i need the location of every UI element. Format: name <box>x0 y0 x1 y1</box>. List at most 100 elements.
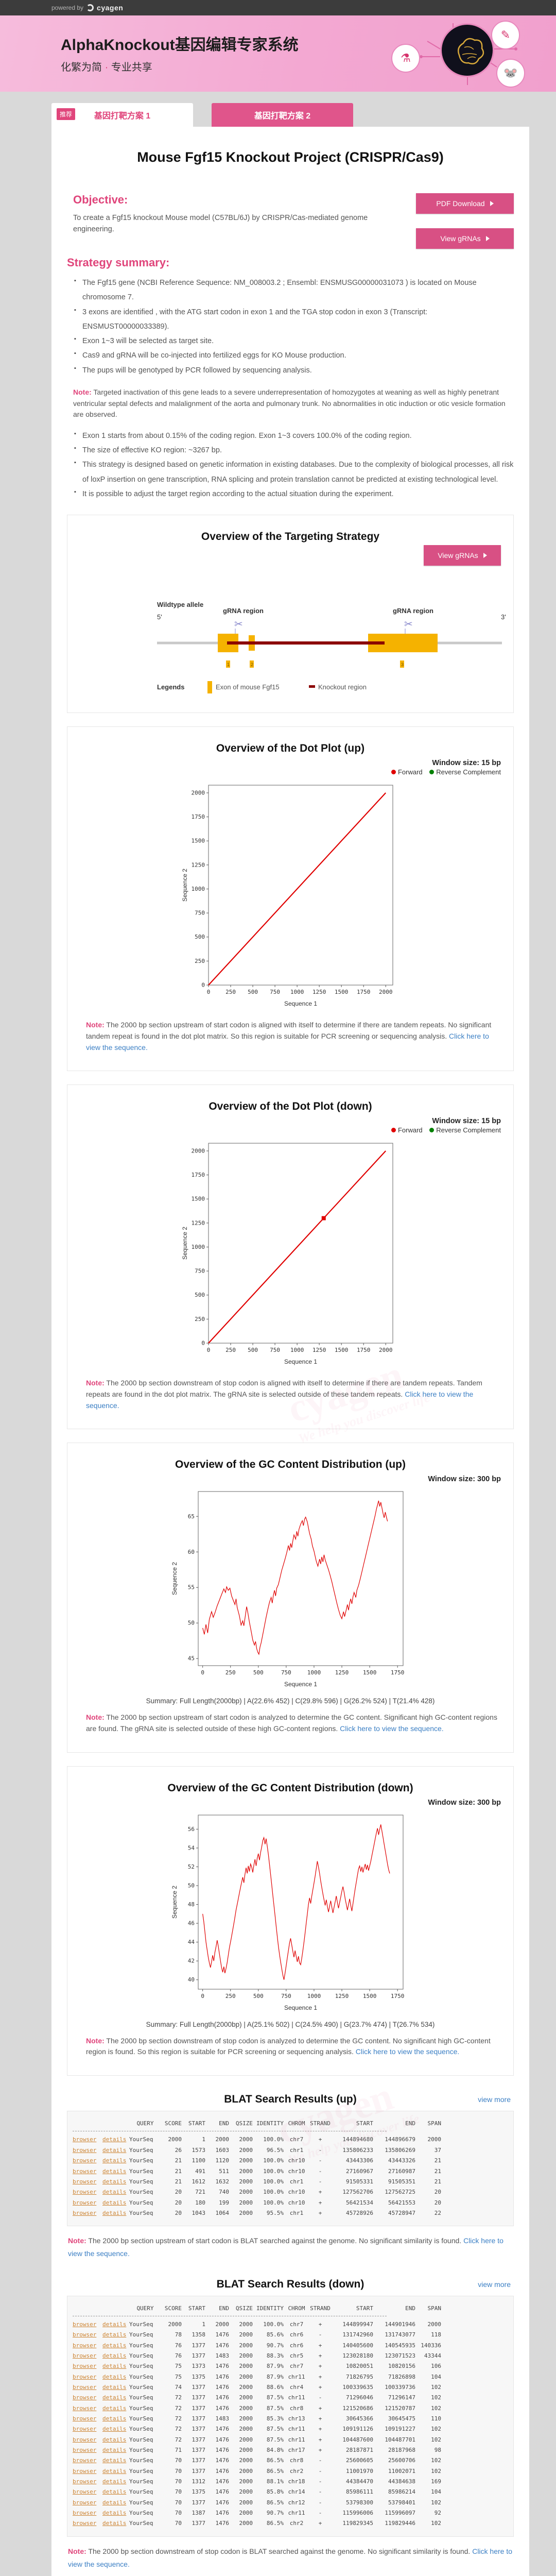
browser-link[interactable]: browser <box>73 2467 97 2475</box>
view-sequence-link[interactable]: Click here to view the sequence. <box>86 1390 474 1410</box>
tab-targeting-scheme-2[interactable]: 基因打靶方案 2 <box>212 103 353 127</box>
dot-up-legend: Forward Reverse Complement <box>80 768 501 776</box>
details-link[interactable]: details <box>102 2457 127 2464</box>
gc-down-summary: Summary: Full Length(2000bp) | A(25.1% 5… <box>146 2020 435 2028</box>
details-link[interactable]: details <box>102 2384 127 2391</box>
blat-down-view-more-link[interactable]: view more <box>478 2280 511 2289</box>
browser-link[interactable]: browser <box>73 2157 97 2164</box>
details-link[interactable]: details <box>102 2363 127 2370</box>
details-link[interactable]: details <box>102 2352 127 2359</box>
browser-link[interactable]: browser <box>73 2404 97 2412</box>
gc-up-note: Note: The 2000 bp section upstream of st… <box>86 1713 497 1733</box>
details-link[interactable]: details <box>102 2404 127 2412</box>
svg-text:1500: 1500 <box>363 1993 377 1999</box>
browser-link[interactable]: browser <box>73 2394 97 2401</box>
details-link[interactable]: details <box>102 2146 127 2154</box>
objective-text: To create a Fgf15 knockout Mouse model (… <box>73 214 368 233</box>
svg-text:Exon of mouse Fgf15: Exon of mouse Fgf15 <box>216 683 280 691</box>
view-sequence-link[interactable]: Click here to view the sequence. <box>355 2047 460 2056</box>
svg-text:250: 250 <box>225 1669 236 1676</box>
pdf-download-button[interactable]: PDF Download <box>416 193 514 214</box>
details-link[interactable]: details <box>102 2478 127 2485</box>
browser-link[interactable]: browser <box>73 2510 97 2517</box>
details-link[interactable]: details <box>102 2157 127 2164</box>
view-sequence-link[interactable]: Click here to view the sequence. <box>68 2547 513 2568</box>
view-sequence-link[interactable]: Click here to view the sequence. <box>86 1031 489 1052</box>
details-link[interactable]: details <box>102 2189 127 2196</box>
details-link[interactable]: details <box>102 2415 127 2422</box>
svg-text:1000: 1000 <box>290 989 304 995</box>
svg-text:60: 60 <box>188 1549 195 1555</box>
details-link[interactable]: details <box>102 2199 127 2206</box>
view-sequence-link[interactable]: Click here to view the sequence. <box>340 1724 444 1733</box>
gc-up-window-size: Window size: 300 bp <box>428 1475 501 1484</box>
browser-link[interactable]: browser <box>73 2478 97 2485</box>
details-link[interactable]: details <box>102 2520 127 2527</box>
browser-link[interactable]: browser <box>73 2178 97 2185</box>
browser-link[interactable]: browser <box>73 2384 97 2391</box>
svg-text:Sequence 1: Sequence 1 <box>284 2004 317 2011</box>
blat-row: browser details YourSeq 75 1375 1476 2000 87… <box>73 2372 508 2382</box>
browser-link[interactable]: browser <box>73 2363 97 2370</box>
details-link[interactable]: details <box>102 2426 127 2433</box>
scissors-icon: ✂ <box>404 619 413 630</box>
gc-down-chart: 0 250 500 750 1000 1250 1500 1750 40 42 44 46 48 50 52… <box>171 1815 404 2011</box>
forward-dot-icon <box>391 770 396 775</box>
svg-text:54: 54 <box>188 1844 195 1851</box>
browser-link[interactable]: browser <box>73 2488 97 2496</box>
details-link[interactable]: details <box>102 2488 127 2496</box>
blat-up-header: QUERY SCORE START END QSIZE IDENTITY CHROM STRA… <box>136 2120 441 2127</box>
browser-link[interactable]: browser <box>73 2373 97 2380</box>
svg-text:0: 0 <box>201 1993 204 1999</box>
targeting-strategy-section: Overview of the Targeting Strategy View … <box>67 515 514 714</box>
browser-link[interactable]: browser <box>73 2199 97 2206</box>
dot-plot-up-chart: 0 250 500 750 1000 1250 1500 1750 2000 0 250 500 750… <box>181 785 393 1007</box>
strategy-bullet: The size of effective KO region: ~3267 b… <box>74 443 514 457</box>
browser-link[interactable]: browser <box>73 2426 97 2433</box>
browser-link[interactable]: browser <box>73 2320 97 2328</box>
browser-link[interactable]: browser <box>73 2136 97 2143</box>
blat-row: browser details YourSeq 21 491 511 2000 100.… <box>73 2166 508 2177</box>
details-link[interactable]: details <box>102 2373 127 2380</box>
svg-text:65: 65 <box>188 1513 195 1520</box>
details-link[interactable]: details <box>102 2394 127 2401</box>
browser-link[interactable]: browser <box>73 2436 97 2443</box>
blat-row: browser details YourSeq 78 1358 1476 2000 85… <box>73 2330 508 2340</box>
details-link[interactable]: details <box>102 2136 127 2143</box>
details-link[interactable]: details <box>102 2447 127 2454</box>
browser-link[interactable]: browser <box>73 2167 97 2175</box>
browser-link[interactable]: browser <box>73 2499 97 2506</box>
details-link[interactable]: details <box>102 2320 127 2328</box>
details-link[interactable]: details <box>102 2499 127 2506</box>
browser-link[interactable]: browser <box>73 2457 97 2464</box>
details-link[interactable]: details <box>102 2209 127 2216</box>
view-sequence-link[interactable]: Click here to view the sequence. <box>68 2236 503 2258</box>
blat-up-view-more-link[interactable]: view more <box>478 2095 511 2104</box>
svg-text:1750: 1750 <box>391 1669 405 1676</box>
details-link[interactable]: details <box>102 2331 127 2338</box>
tab-targeting-scheme-1[interactable]: 推荐 基因打靶方案 1 <box>51 103 193 127</box>
view-grnas-button-2[interactable]: View gRNAs <box>424 545 501 566</box>
details-link[interactable]: details <box>102 2167 127 2175</box>
details-link[interactable]: details <box>102 2436 127 2443</box>
browser-link[interactable]: browser <box>73 2331 97 2338</box>
browser-link[interactable]: browser <box>73 2209 97 2216</box>
scissors-icon: ✂ <box>234 619 243 630</box>
browser-link[interactable]: browser <box>73 2415 97 2422</box>
details-link[interactable]: details <box>102 2467 127 2475</box>
svg-text:750: 750 <box>195 910 205 917</box>
browser-link[interactable]: browser <box>73 2352 97 2359</box>
browser-link[interactable]: browser <box>73 2520 97 2527</box>
details-link[interactable]: details <box>102 2178 127 2185</box>
browser-link[interactable]: browser <box>73 2189 97 2196</box>
main-content: Mouse Fgf15 Knockout Project (CRISPR/Cas… <box>51 127 529 2576</box>
dot-plot-down-chart: 0 250 500 750 1000 1250 1500 1750 2000 0 250 500 750… <box>181 1143 393 1365</box>
browser-link[interactable]: browser <box>73 2146 97 2154</box>
cyagen-brand: cyagen <box>97 4 124 12</box>
details-link[interactable]: details <box>102 2342 127 2349</box>
browser-link[interactable]: browser <box>73 2447 97 2454</box>
browser-link[interactable]: browser <box>73 2342 97 2349</box>
view-grnas-button[interactable]: View gRNAs <box>416 228 514 249</box>
details-link[interactable]: details <box>102 2510 127 2517</box>
svg-text:1250: 1250 <box>192 1220 205 1227</box>
